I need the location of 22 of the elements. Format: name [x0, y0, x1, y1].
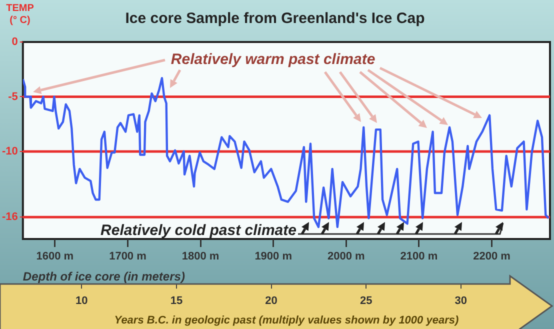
- x2-tick-label: 25: [360, 295, 372, 308]
- x-tick-label: 1900 m: [254, 250, 292, 263]
- x2-tick-label: 10: [76, 295, 88, 308]
- x-tick-label: 1600 m: [36, 250, 74, 263]
- chart-title: Ice core Sample from Greenland's Ice Cap: [125, 10, 425, 28]
- x-tick-label: 1800 m: [182, 250, 220, 263]
- y-tick-label: 0: [12, 36, 18, 48]
- x2-tick-label: 30: [454, 295, 468, 308]
- x-axis-title: Depth of ice core (in meters): [22, 270, 185, 284]
- x-tick-label: 2100 m: [400, 250, 438, 263]
- x2-tick-label: 20: [265, 295, 278, 308]
- y-tick-label: -10: [2, 145, 18, 158]
- x2-tick-label: 15: [170, 295, 183, 308]
- annotation: Relatively cold past climate: [100, 222, 296, 239]
- y-tick-label: -16: [2, 211, 18, 224]
- x-tick-label: 1700 m: [109, 250, 147, 263]
- x-tick-label: 2200 m: [473, 250, 511, 263]
- x-tick-label: 2000 m: [327, 250, 366, 263]
- y-axis-title: TEMP (° C): [5, 3, 35, 27]
- x2-axis-title: Years B.C. in geologic past (multiply values shown by 1000 years): [114, 314, 459, 326]
- y-tick-label: -5: [8, 90, 18, 103]
- annotation: Relatively warm past climate: [170, 51, 376, 68]
